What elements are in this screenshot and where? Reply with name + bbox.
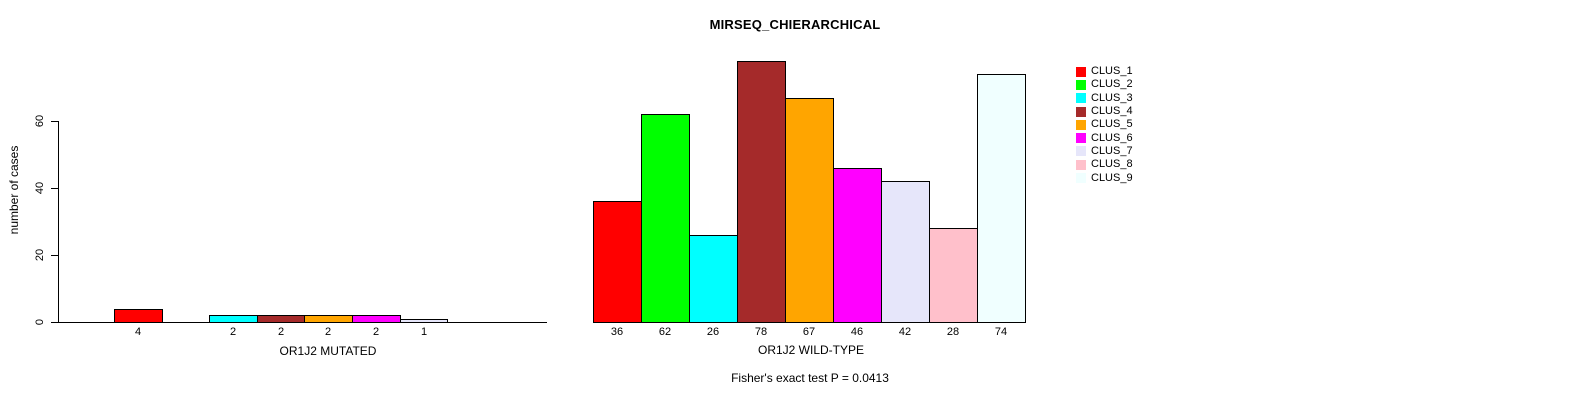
legend-label: CLUS_6 (1091, 131, 1133, 144)
bar (977, 74, 1026, 323)
bar-label: 2 (277, 326, 285, 338)
x-axis-label-mutated: OR1J2 MUTATED (279, 344, 377, 358)
legend-item: CLUS_3 (1076, 92, 1133, 105)
legend-label: CLUS_9 (1091, 171, 1133, 184)
legend-item: CLUS_4 (1076, 105, 1133, 118)
legend-item: CLUS_5 (1076, 118, 1133, 131)
legend-label: CLUS_1 (1091, 65, 1133, 78)
legend-swatch (1076, 133, 1086, 144)
legend-swatch (1076, 146, 1086, 157)
bar (593, 201, 642, 323)
bar (833, 168, 882, 323)
bar (881, 181, 930, 323)
y-tick-label: 40 (34, 181, 46, 195)
legend-swatch (1076, 79, 1086, 90)
bar-label: 78 (754, 326, 768, 338)
bar-label: 28 (946, 326, 960, 338)
bar-label: 1 (420, 326, 428, 338)
bar (257, 315, 305, 323)
bar (689, 235, 738, 323)
bar-label: 42 (898, 326, 912, 338)
x-axis-label-wild-type: OR1J2 WILD-TYPE (757, 343, 865, 357)
bar-label: 4 (134, 326, 142, 338)
bar-label: 2 (372, 326, 380, 338)
legend-label: CLUS_4 (1091, 105, 1133, 118)
bar (114, 309, 163, 323)
legend-label: CLUS_3 (1091, 91, 1133, 104)
y-tick (51, 121, 58, 122)
legend: CLUS_1 CLUS_2 CLUS_3 CLUS_4 CLUS_5 CLUS_6 CLUS… (1076, 65, 1133, 185)
legend-swatch (1076, 66, 1086, 77)
y-tick-label: 60 (34, 114, 46, 128)
y-tick (51, 188, 58, 189)
fisher-test-annotation: Fisher's exact test P = 0.0413 (731, 371, 889, 385)
legend-item: CLUS_8 (1076, 158, 1133, 171)
legend-label: CLUS_2 (1091, 78, 1133, 91)
bar-label: 62 (658, 326, 672, 338)
bar (352, 315, 401, 323)
y-axis-line (58, 121, 59, 323)
bar-label: 67 (802, 326, 816, 338)
y-tick (51, 255, 58, 256)
bar (209, 315, 258, 323)
bar (400, 319, 448, 323)
legend-label: CLUS_7 (1091, 144, 1133, 157)
bar (737, 61, 786, 323)
bar (785, 98, 834, 323)
legend-swatch (1076, 106, 1086, 117)
bar-label: 74 (994, 326, 1008, 338)
y-tick-label: 20 (34, 248, 46, 262)
chart-title: MIRSEQ_CHIERARCHICAL (709, 17, 881, 32)
y-tick-label: 0 (34, 318, 46, 326)
legend-label: CLUS_8 (1091, 158, 1133, 171)
legend-swatch (1076, 119, 1086, 130)
legend-swatch (1076, 159, 1086, 170)
legend-item: CLUS_9 (1076, 171, 1133, 184)
y-tick (51, 322, 58, 323)
legend-item: CLUS_1 (1076, 65, 1133, 78)
bar (641, 114, 690, 323)
bar (304, 315, 353, 323)
bar-label: 26 (706, 326, 720, 338)
legend-swatch (1076, 173, 1086, 184)
legend-item: CLUS_2 (1076, 78, 1133, 91)
legend-swatch (1076, 93, 1086, 104)
bar-label: 46 (850, 326, 864, 338)
bar-label: 2 (324, 326, 332, 338)
legend-item: CLUS_7 (1076, 145, 1133, 158)
legend-label: CLUS_5 (1091, 118, 1133, 131)
bar-label: 2 (229, 326, 237, 338)
bar-label: 36 (610, 326, 624, 338)
bar (929, 228, 978, 323)
y-axis-title: number of cases (7, 145, 21, 235)
legend-item: CLUS_6 (1076, 131, 1133, 144)
